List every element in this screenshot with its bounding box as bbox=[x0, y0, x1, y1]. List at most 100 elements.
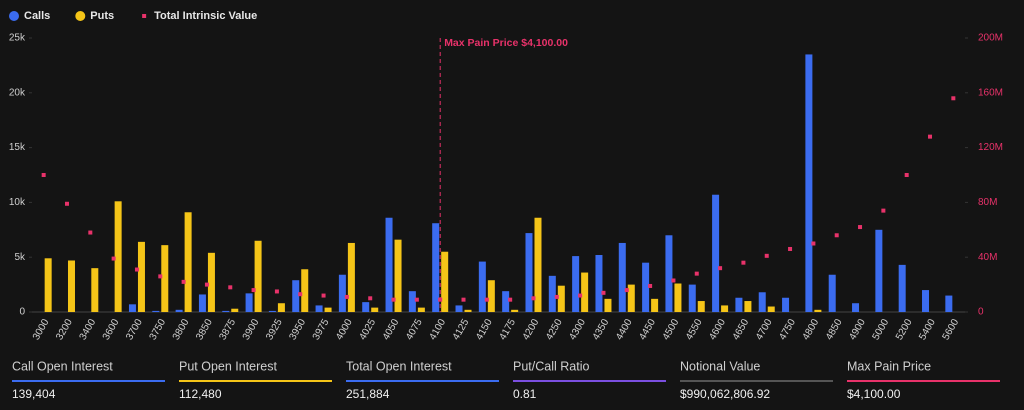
y2-tick-label: 120M bbox=[978, 142, 1003, 153]
bar bbox=[137, 241, 145, 312]
x-tick-label: 3950 bbox=[287, 317, 308, 342]
x-tick-label: 4250 bbox=[544, 317, 565, 342]
point bbox=[158, 274, 163, 279]
x-tick-label: 3850 bbox=[194, 317, 215, 342]
point bbox=[764, 253, 769, 258]
bar bbox=[161, 245, 169, 312]
bar bbox=[627, 284, 635, 312]
x-tick-label: 3875 bbox=[217, 317, 238, 342]
point bbox=[111, 256, 116, 261]
point bbox=[298, 292, 303, 297]
x-tick-label: 4050 bbox=[381, 317, 402, 342]
bar bbox=[852, 303, 860, 312]
bar bbox=[408, 291, 416, 312]
x-tick-label: 4075 bbox=[404, 317, 425, 342]
bar bbox=[557, 285, 565, 312]
bar bbox=[184, 212, 192, 312]
point bbox=[648, 283, 653, 288]
stat-label: Call Open Interest bbox=[12, 359, 113, 373]
x-tick-label: 4150 bbox=[474, 317, 495, 342]
bar bbox=[875, 229, 883, 312]
bar bbox=[674, 283, 682, 312]
x-tick-label: 3925 bbox=[264, 317, 285, 342]
point bbox=[88, 230, 93, 235]
bar bbox=[814, 309, 822, 312]
x-tick-label: 5600 bbox=[941, 317, 962, 342]
stat-value: $4,100.00 bbox=[847, 387, 901, 401]
x-tick-label: 5200 bbox=[894, 317, 915, 342]
point bbox=[274, 289, 279, 294]
bar bbox=[91, 268, 99, 312]
bar bbox=[254, 240, 262, 312]
point bbox=[181, 279, 186, 284]
bar bbox=[417, 307, 425, 312]
stat-value: 251,884 bbox=[346, 387, 390, 401]
x-tick-label: 4700 bbox=[754, 317, 775, 342]
legend-marker bbox=[75, 11, 86, 21]
bar bbox=[44, 258, 52, 312]
stat-label: Notional Value bbox=[680, 359, 760, 373]
x-tick-label: 4800 bbox=[801, 317, 822, 342]
point bbox=[858, 225, 863, 230]
x-tick-label: 4500 bbox=[661, 317, 682, 342]
bar bbox=[231, 308, 239, 312]
bar bbox=[277, 303, 285, 312]
bar bbox=[721, 305, 729, 312]
y-tick-label: 0 bbox=[19, 307, 25, 318]
x-tick-label: 3800 bbox=[171, 317, 192, 342]
y-tick-label: 10k bbox=[9, 197, 26, 208]
x-tick-label: 4900 bbox=[847, 317, 868, 342]
max-pain-label: Max Pain Price $4,100.00 bbox=[444, 37, 568, 49]
x-tick-label: 4650 bbox=[731, 317, 752, 342]
bar bbox=[222, 310, 230, 312]
point bbox=[484, 297, 489, 302]
y2-tick-label: 40M bbox=[978, 252, 997, 263]
stat-value: 112,480 bbox=[179, 387, 222, 401]
bar bbox=[651, 298, 659, 312]
point bbox=[64, 201, 69, 206]
bar bbox=[767, 306, 775, 312]
bar bbox=[371, 307, 379, 312]
bar bbox=[487, 280, 495, 312]
bar bbox=[604, 298, 612, 312]
bar bbox=[292, 280, 300, 312]
point bbox=[718, 266, 723, 271]
x-tick-label: 4850 bbox=[824, 317, 845, 342]
x-tick-label: 4450 bbox=[637, 317, 658, 342]
x-tick-label: 4100 bbox=[427, 317, 448, 342]
stat-value: 0.81 bbox=[513, 387, 537, 401]
bar bbox=[595, 255, 603, 312]
x-tick-label: 4125 bbox=[451, 317, 472, 342]
bar bbox=[735, 297, 743, 312]
stat-label: Put/Call Ratio bbox=[513, 359, 589, 373]
bar bbox=[455, 305, 463, 312]
bar bbox=[898, 264, 906, 312]
bar bbox=[432, 223, 440, 312]
point bbox=[531, 296, 536, 301]
point bbox=[134, 267, 139, 272]
bar bbox=[338, 274, 346, 312]
x-tick-label: 4000 bbox=[334, 317, 355, 342]
point bbox=[578, 293, 583, 298]
stat-value: $990,062,806.92 bbox=[680, 387, 770, 401]
y-tick-label: 20k bbox=[9, 87, 26, 98]
x-tick-label: 4400 bbox=[614, 317, 635, 342]
legend-label: Calls bbox=[24, 10, 50, 22]
bar bbox=[642, 262, 650, 312]
bar bbox=[688, 284, 696, 312]
point bbox=[904, 173, 909, 177]
stat-label: Total Open Interest bbox=[346, 359, 452, 373]
point bbox=[601, 290, 606, 295]
bar bbox=[744, 301, 752, 312]
bar bbox=[268, 310, 276, 312]
bar bbox=[665, 235, 673, 312]
bar bbox=[114, 201, 122, 312]
bar bbox=[67, 260, 75, 312]
point bbox=[204, 282, 209, 287]
legend-label: Puts bbox=[90, 10, 114, 22]
point bbox=[694, 271, 699, 276]
x-tick-label: 4175 bbox=[497, 317, 518, 342]
x-tick-label: 3400 bbox=[78, 317, 99, 342]
legend-marker bbox=[9, 11, 19, 21]
x-tick-label: 4550 bbox=[684, 317, 705, 342]
